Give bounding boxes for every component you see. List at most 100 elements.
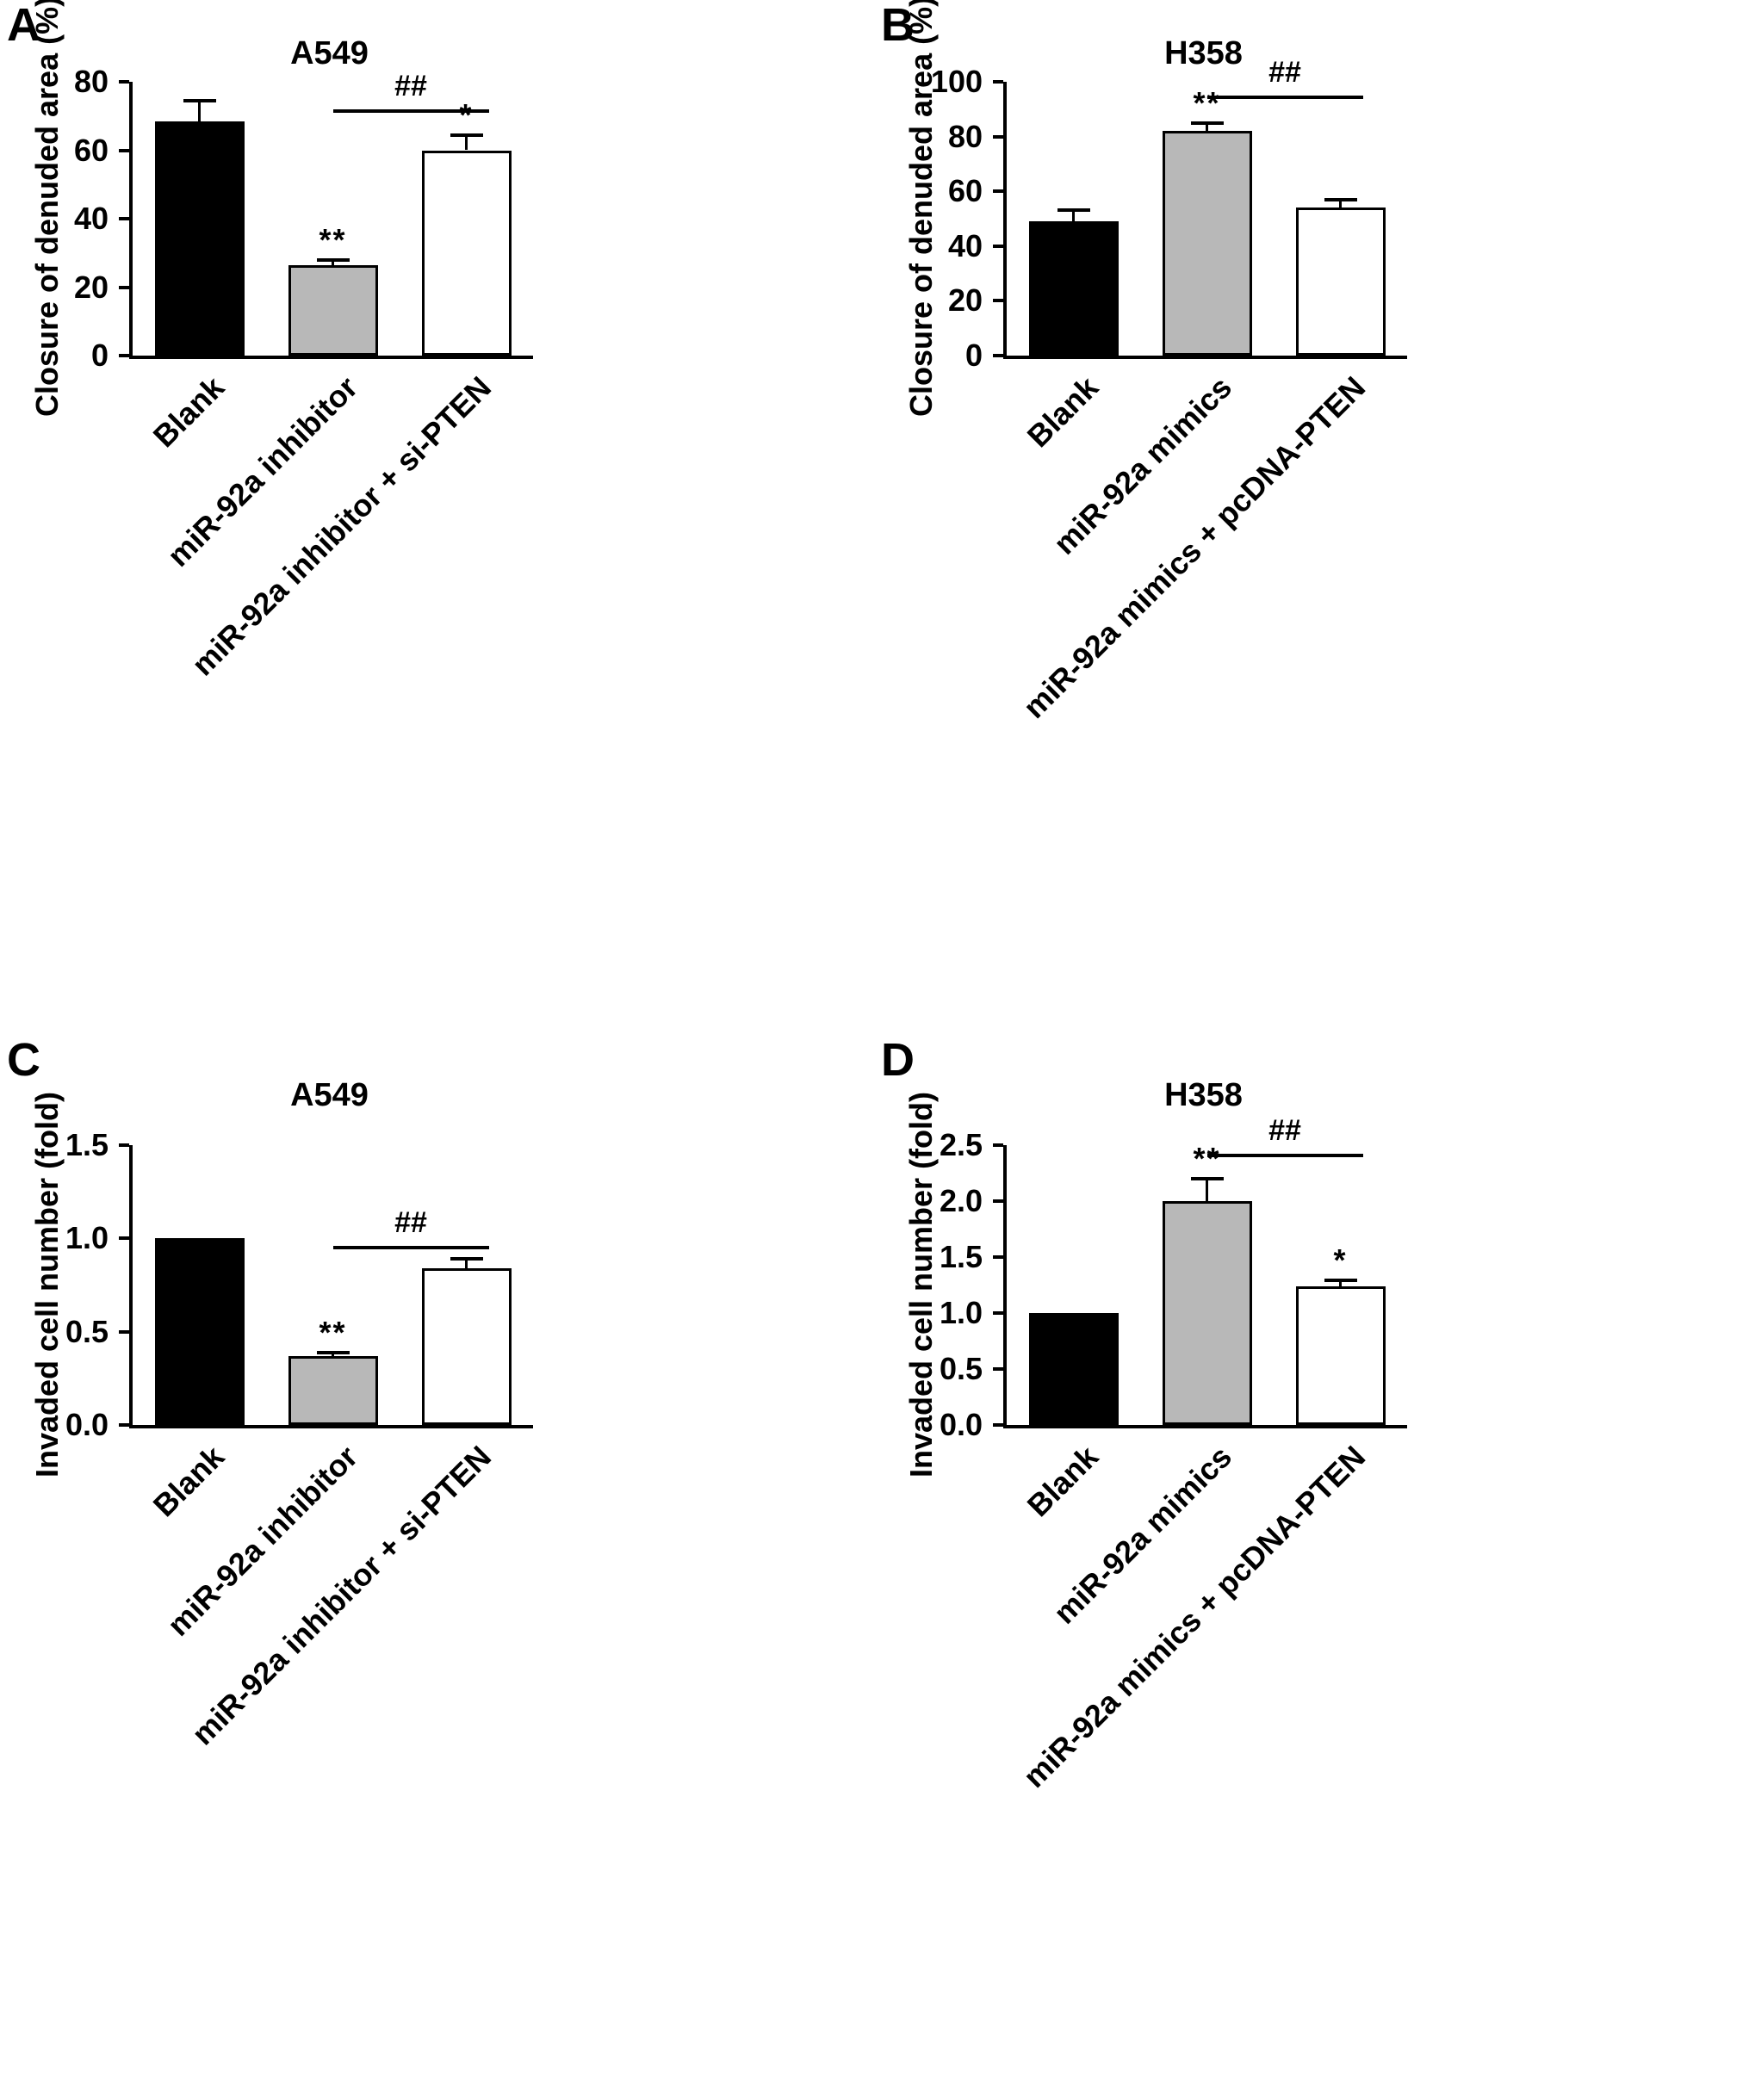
y-tick-label: 60: [73, 132, 109, 168]
panel-d: D H358 Invaded cell number (fold) 0.0 0.5…: [874, 1025, 1749, 2100]
panel-a: A A549 Closure of denuded area (%) 0 20 40…: [0, 0, 874, 1025]
significance-marker: *: [459, 96, 474, 133]
comparison-label: ##: [1268, 55, 1301, 89]
y-axis-tick: [993, 80, 1003, 84]
error-bar-cap: [1190, 1177, 1224, 1180]
plot-area: 0.0 0.5 1.0 1.5 2.0 2.5 ** * ##: [940, 1114, 1407, 1442]
error-bar: [1206, 122, 1208, 132]
bar-mir-92a-mimics: [1162, 131, 1252, 356]
error-bar-cap: [1324, 197, 1357, 201]
comparison-bracket: [1206, 1154, 1363, 1158]
x-tick-label: Blank: [146, 1439, 232, 1524]
comparison-bracket: [332, 108, 489, 113]
y-tick-label: 1.5: [65, 1127, 109, 1162]
y-axis-tick: [993, 354, 1003, 357]
comparison-label: ##: [394, 69, 427, 102]
bar-blank: [154, 1238, 245, 1425]
y-tick-label: 1.0: [939, 1295, 983, 1330]
plot-area: 0 20 40 60 80 ** * ##: [74, 64, 533, 373]
error-bar: [1072, 210, 1075, 222]
y-axis-tick: [119, 354, 129, 357]
panel-letter: C: [7, 1034, 40, 1086]
significance-marker: **: [319, 221, 347, 257]
y-tick-label: 0.0: [65, 1407, 109, 1442]
y-axis-tick: [993, 1255, 1003, 1259]
plot-area: 0.0 0.5 1.0 1.5 ** ##: [65, 1127, 533, 1442]
y-axis-tick: [993, 299, 1003, 303]
y-tick-label: 40: [73, 201, 109, 236]
y-tick-label: 80: [947, 118, 983, 154]
error-bar: [198, 100, 201, 121]
comparison-label: ##: [1268, 1114, 1301, 1148]
error-bar-cap: [316, 1350, 350, 1354]
y-tick-label: 1.0: [65, 1220, 109, 1256]
bar-mir-92a-inhibitor-si-pten: [421, 1268, 512, 1425]
y-axis-tick: [119, 148, 129, 152]
y-axis-tick: [993, 1367, 1003, 1371]
y-axis-tick: [993, 134, 1003, 139]
panel-b: B H358 Closure of denuded area (%) 0 20 40…: [874, 0, 1749, 1025]
x-tick-label: Blank: [1020, 1439, 1106, 1524]
significance-marker: **: [319, 1314, 347, 1350]
y-tick-label: 0.5: [939, 1351, 983, 1386]
y-axis-tick: [119, 1236, 129, 1241]
bar-mir-92a-mimics-pcdna-pten: [1295, 208, 1386, 356]
error-bar-cap: [450, 133, 483, 137]
y-tick-label: 0.5: [65, 1313, 109, 1349]
panel-c: C A549 Invaded cell number (fold) 0.0 0.5…: [0, 1025, 874, 2100]
error-bar-cap: [183, 98, 216, 102]
error-bar-cap: [316, 257, 350, 262]
y-axis-tick: [993, 244, 1003, 248]
error-bar: [465, 134, 468, 151]
y-axis-tick: [993, 1423, 1003, 1427]
chart-title: H358: [1164, 1077, 1243, 1113]
x-tick-label: Blank: [146, 369, 232, 455]
bar-mir-92a-inhibitor: [288, 1355, 378, 1425]
panel-letter: B: [881, 0, 915, 51]
significance-marker: **: [1193, 84, 1221, 121]
bar-mir-92a-mimics-pcdna-pten: [1295, 1285, 1386, 1425]
significance-marker: **: [1193, 1141, 1221, 1176]
y-tick-label: 20: [73, 269, 109, 305]
error-bar-cap: [1190, 121, 1224, 125]
y-axis-tick: [119, 80, 129, 84]
y-axis-tick: [119, 285, 129, 289]
y-tick-label: 60: [947, 173, 983, 209]
error-bar-cap: [450, 1257, 483, 1261]
bar-mir-92a-inhibitor-si-pten: [421, 150, 512, 356]
panel-letter: D: [881, 1034, 915, 1086]
bar-mir-92a-mimics: [1162, 1201, 1252, 1425]
y-tick-label: 40: [947, 227, 983, 263]
panel-letter: A: [7, 0, 40, 51]
y-tick-label: 0: [90, 338, 109, 373]
error-bar: [465, 1259, 468, 1268]
y-tick-label: 2.5: [939, 1127, 983, 1162]
y-axis-tick: [993, 1143, 1003, 1147]
y-axis-tick: [119, 1423, 129, 1427]
error-bar: [1339, 1280, 1342, 1286]
error-bar: [332, 1352, 334, 1356]
significance-marker: *: [1333, 1242, 1348, 1279]
chart-title: H358: [1164, 35, 1243, 71]
y-axis-tick: [119, 1143, 129, 1147]
y-axis-tick: [119, 217, 129, 220]
error-bar: [1206, 1179, 1208, 1201]
comparison-bracket: [1206, 95, 1363, 99]
y-axis-tick: [993, 189, 1003, 194]
y-tick-label: 1.5: [939, 1239, 983, 1274]
x-tick-label: Blank: [1020, 369, 1106, 455]
y-tick-label: 0: [964, 338, 983, 373]
y-axis-tick: [993, 1311, 1003, 1315]
y-axis-tick: [993, 1199, 1003, 1203]
comparison-bracket: [332, 1246, 489, 1249]
y-tick-label: 80: [73, 64, 109, 99]
comparison-label: ##: [394, 1206, 427, 1239]
chart-title: A549: [290, 1077, 369, 1113]
bar-blank: [154, 121, 245, 356]
y-axis-tick: [119, 1329, 129, 1334]
y-tick-label: 2.0: [939, 1183, 983, 1218]
error-bar-cap: [1324, 1279, 1357, 1283]
chart-title: A549: [290, 35, 369, 71]
y-tick-label: 20: [947, 282, 983, 319]
